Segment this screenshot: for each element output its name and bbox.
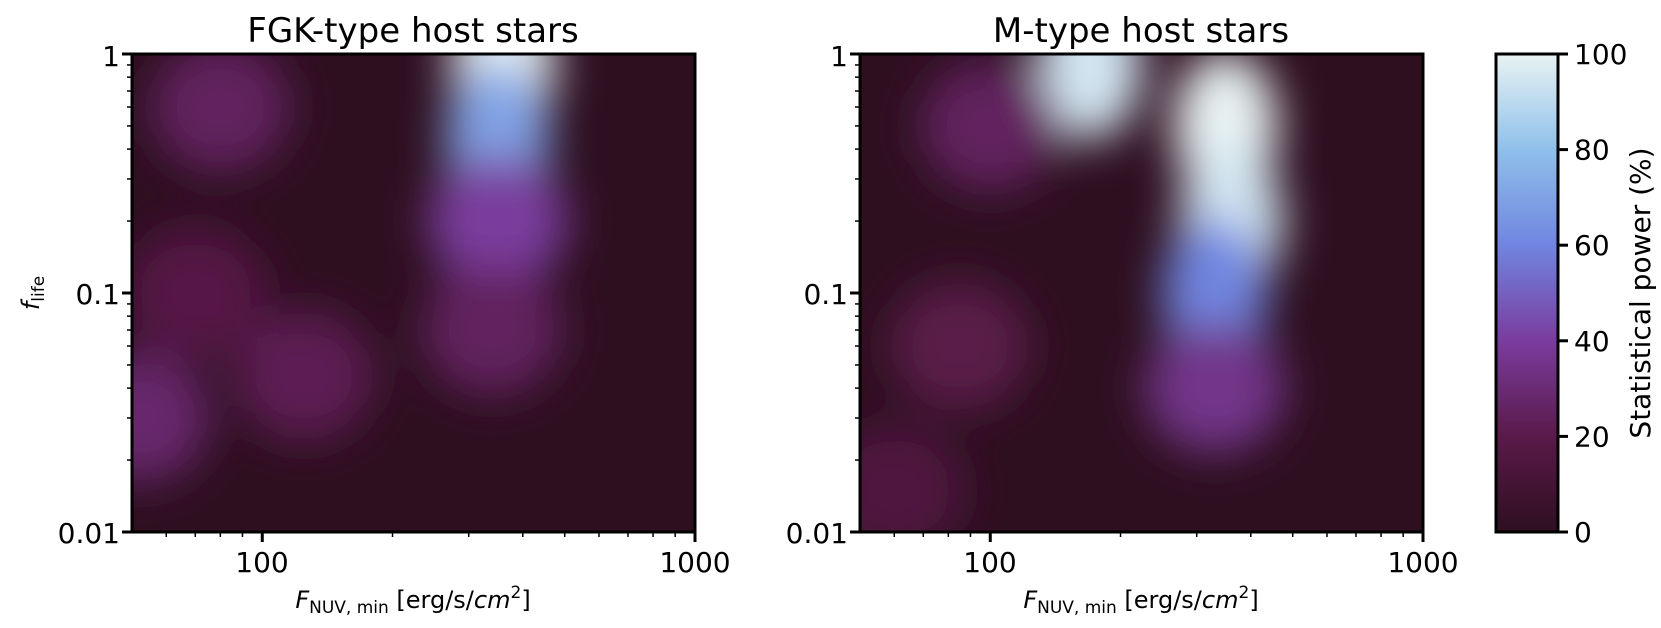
left-x-axis-label: FNUV, min [erg/s/cm2] [295,583,530,618]
heatmap-peak-7 [889,281,1030,412]
colorbar: 0 20 40 60 80 100 Statistical power (%) [1494,38,1657,549]
right-ticks [850,52,1425,542]
heatmap-peak-5 [150,54,291,173]
right-y-tick-0.01: 0.01 [786,517,848,550]
left-ticks [122,52,697,542]
left-panel: FGK-type host stars 1 0.1 0.01 100 1000 … [17,11,731,618]
right-y-tick-0.1: 0.1 [803,278,848,311]
colorbar-tick-100: 100 [1574,38,1627,71]
heatmap-peak-8 [132,228,266,358]
right-heatmap [860,54,1285,532]
left-y-tick-0.01: 0.01 [58,517,120,550]
colorbar-label: Statistical power (%) [1624,147,1657,438]
left-x-tick-1000: 1000 [659,546,730,579]
heatmap-peak-6 [920,60,1061,191]
colorbar-tick-60: 60 [1574,229,1610,262]
right-x-axis-label: FNUV, min [erg/s/cm2] [1023,583,1258,618]
right-panel-title: M-type host stars [993,11,1289,51]
right-panel: M-type host stars 1 0.1 0.01 100 1000 FN… [786,11,1459,618]
right-x-tick-1000: 1000 [1387,546,1458,579]
left-y-tick-0.1: 0.1 [75,278,120,311]
heatmap-peak-7 [132,352,210,483]
left-heatmap [132,54,568,483]
heatmap-peak-6 [234,310,375,441]
heatmap-peak-4 [422,265,563,396]
left-x-tick-100: 100 [235,546,288,579]
right-x-tick-100: 100 [963,546,1016,579]
colorbar-tick-40: 40 [1574,325,1610,358]
heatmap-peak-3 [1038,54,1142,140]
left-y-tick-1: 1 [102,40,120,73]
right-y-tick-1: 1 [830,40,848,73]
heatmap-peak-3 [427,156,568,287]
colorbar-tick-80: 80 [1574,134,1610,167]
heatmap-peak-5 [1144,323,1285,454]
colorbar-tick-20: 20 [1574,420,1610,453]
left-panel-title: FGK-type host stars [247,11,578,51]
colorbar-ticks: 0 20 40 60 80 100 [1558,38,1627,549]
colorbar-tick-0: 0 [1574,516,1592,549]
left-y-axis-label: flife [17,276,49,310]
colorbar-gradient [1494,52,1560,534]
heatmap-peak-8 [860,424,965,532]
